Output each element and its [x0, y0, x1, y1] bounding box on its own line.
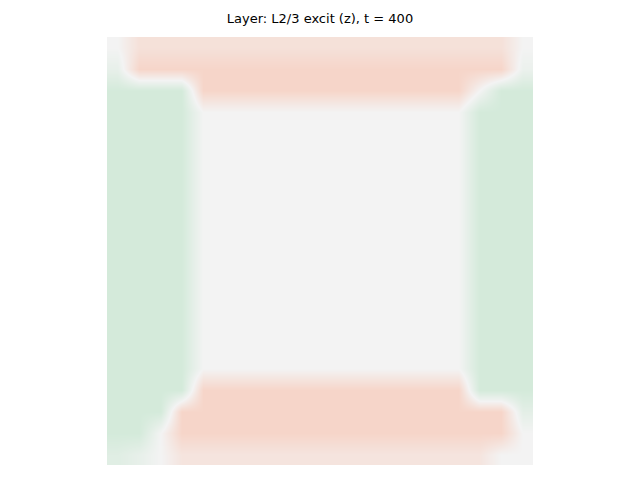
- svg-text:Layer: L2/3 excit (z), t = 400: Layer: L2/3 excit (z), t = 400: [227, 11, 413, 26]
